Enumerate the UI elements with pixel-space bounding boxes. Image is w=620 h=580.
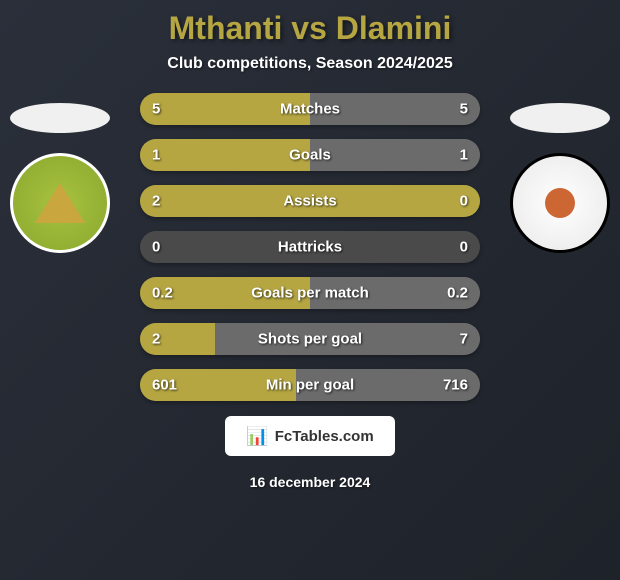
stat-value-left: 2 [152, 193, 160, 210]
stat-bar-left [140, 139, 310, 171]
footer-date: 16 december 2024 [0, 474, 620, 490]
team-badge-right-icon [545, 188, 575, 218]
player-left-panel [10, 103, 110, 253]
stat-row: 2 7 Shots per goal [140, 323, 480, 355]
stat-value-right: 0 [460, 239, 468, 256]
stat-label: Goals [289, 147, 331, 164]
stat-bar-right [310, 139, 480, 171]
stat-value-right: 5 [460, 101, 468, 118]
stat-value-right: 7 [460, 331, 468, 348]
content-area: 55Matches11Goals20Assists00Hattricks0.20… [0, 93, 620, 401]
stat-label: Goals per match [251, 285, 369, 302]
footer-brand-badge[interactable]: 📊 FcTables.com [225, 416, 395, 456]
team-badge-left [10, 153, 110, 253]
stat-value-left: 5 [152, 101, 160, 118]
player-right-avatar [510, 103, 610, 133]
stat-value-left: 2 [152, 331, 160, 348]
stat-value-left: 1 [152, 147, 160, 164]
stats-container: 55Matches11Goals20Assists00Hattricks0.20… [140, 93, 480, 401]
player-right-panel [510, 103, 610, 253]
stat-row: 1 1 Goals [140, 139, 480, 171]
stat-label: Min per goal [266, 377, 354, 394]
stat-row: 0.2 0.2 Goals per match [140, 277, 480, 309]
stat-value-right: 716 [443, 377, 468, 394]
team-badge-right [510, 153, 610, 253]
page-title: Mthanti vs Dlamini [0, 0, 620, 47]
stat-label: Hattricks [278, 239, 342, 256]
stat-row: 5 5 Matches [140, 93, 480, 125]
stat-value-left: 0 [152, 239, 160, 256]
stat-label: Assists [283, 193, 336, 210]
stat-value-right: 0.2 [447, 285, 468, 302]
team-badge-left-icon [35, 183, 85, 223]
stat-value-left: 0.2 [152, 285, 173, 302]
stat-label: Shots per goal [258, 331, 362, 348]
player-left-avatar [10, 103, 110, 133]
stat-value-right: 1 [460, 147, 468, 164]
chart-icon: 📊 [246, 426, 268, 447]
page-subtitle: Club competitions, Season 2024/2025 [0, 55, 620, 73]
stat-row: 0 0 Hattricks [140, 231, 480, 263]
stat-value-right: 0 [460, 193, 468, 210]
stat-label: Matches [280, 101, 340, 118]
stat-row: 601 716 Min per goal [140, 369, 480, 401]
stat-row: 2 0 Assists [140, 185, 480, 217]
stat-value-left: 601 [152, 377, 177, 394]
footer-brand-text: FcTables.com [275, 428, 374, 445]
